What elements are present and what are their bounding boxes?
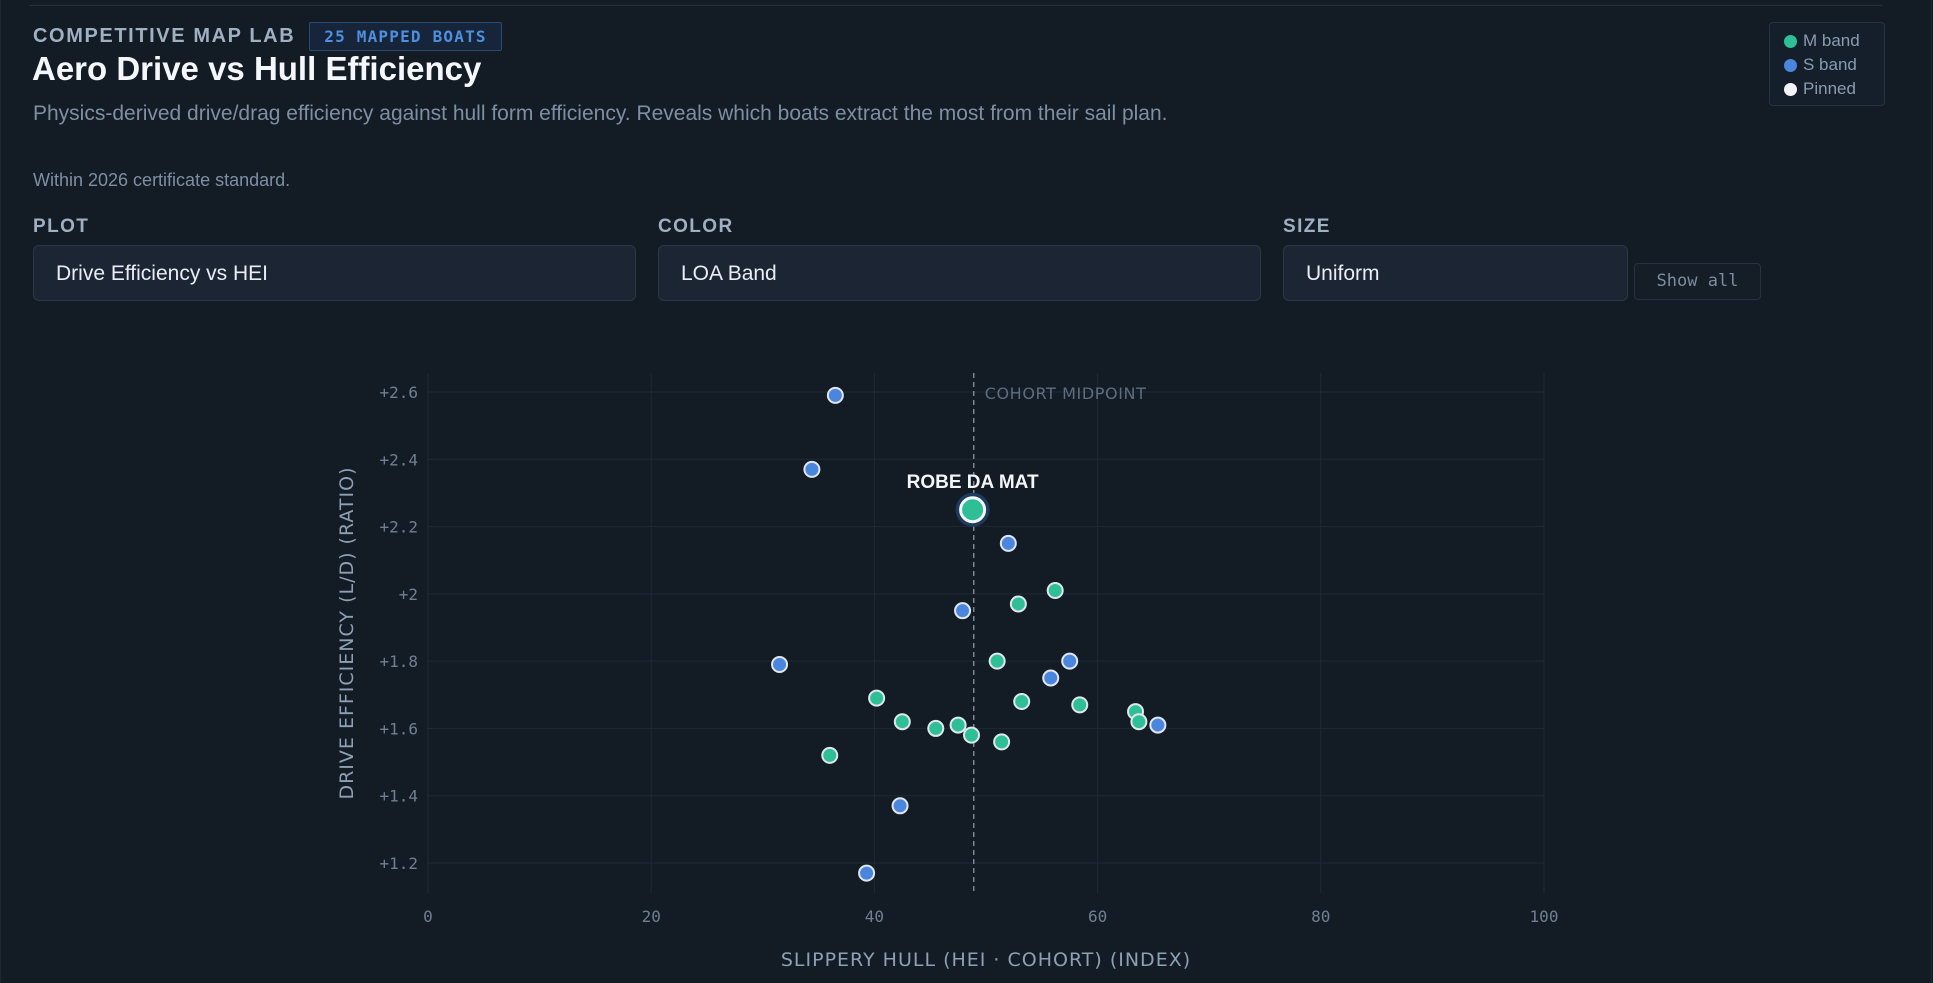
- data-point: [826, 386, 844, 404]
- x-tick-label: 80: [1311, 907, 1330, 926]
- data-point: [927, 719, 945, 737]
- data-point: [771, 656, 789, 674]
- legend-item-m-band[interactable]: M band: [1784, 29, 1884, 53]
- data-point: [962, 726, 980, 744]
- y-tick-labels: +1.2 +1.4 +1.6 +1.8 +2 +2.2 +2.4 +2.6: [379, 383, 418, 873]
- top-divider: [29, 5, 1882, 6]
- data-point: [891, 797, 909, 815]
- page-title: Aero Drive vs Hull Efficiency: [32, 50, 482, 87]
- data-point: [954, 602, 972, 620]
- y-tick-label: +1.2: [379, 854, 418, 873]
- data-point: [999, 534, 1017, 552]
- pinned-point: [959, 496, 987, 524]
- pinned-boat-label: ROBE DA MAT: [907, 472, 1039, 493]
- data-point: [1071, 696, 1089, 714]
- data-points: [771, 386, 1167, 882]
- m-band-swatch-icon: [1784, 34, 1797, 48]
- data-point: [1061, 652, 1079, 670]
- legend-item-pinned[interactable]: Pinned: [1784, 77, 1884, 101]
- size-label: SIZE: [1283, 216, 1331, 237]
- data-point: [949, 716, 967, 734]
- y-tick-label: +2.4: [379, 450, 418, 469]
- page-subtitle: Physics-derived drive/drag efficiency ag…: [33, 102, 1168, 125]
- x-axis-label: SLIPPERY HULL (HEI · COHORT) (INDEX): [781, 949, 1191, 971]
- x-tick-label: 0: [423, 907, 433, 926]
- mapped-boats-badge: 25 MAPPED BOATS: [309, 22, 502, 51]
- cohort-midpoint-label: COHORT MIDPOINT: [985, 384, 1147, 403]
- data-point: [821, 746, 839, 764]
- data-point: [1130, 713, 1148, 731]
- plot-label: PLOT: [33, 216, 90, 237]
- reference-line-group: COHORT MIDPOINT: [972, 373, 1147, 893]
- pinned-swatch-icon: [1784, 82, 1797, 96]
- section-eyebrow: COMPETITIVE MAP LAB: [33, 25, 296, 47]
- legend-label: M band: [1803, 31, 1860, 50]
- size-select[interactable]: Uniform: [1283, 245, 1628, 301]
- data-point: [803, 460, 821, 478]
- data-point: [993, 733, 1011, 751]
- y-tick-label: +2.6: [379, 383, 418, 402]
- x-tick-label: 60: [1088, 907, 1107, 926]
- data-point: [1042, 669, 1060, 687]
- certificate-note: Within 2026 certificate standard.: [33, 170, 291, 190]
- plot-select[interactable]: Drive Efficiency vs HEI: [33, 245, 636, 301]
- legend: M band S band Pinned: [1769, 22, 1885, 106]
- data-point: [858, 864, 876, 882]
- data-point: [1046, 581, 1064, 599]
- x-tick-label: 100: [1530, 907, 1559, 926]
- y-tick-label: +1.8: [379, 652, 418, 671]
- header-eyebrow-row: COMPETITIVE MAP LAB 25 MAPPED BOATS: [33, 22, 502, 51]
- y-tick-label: +1.6: [379, 719, 418, 738]
- x-tick-labels: 0 20 40 60 80 100: [423, 907, 1558, 926]
- legend-label: S band: [1803, 55, 1857, 74]
- x-tick-label: 40: [865, 907, 884, 926]
- data-point: [893, 713, 911, 731]
- data-point: [1009, 595, 1027, 613]
- show-all-button[interactable]: Show all: [1634, 263, 1761, 300]
- legend-item-s-band[interactable]: S band: [1784, 53, 1884, 77]
- data-point: [1149, 716, 1167, 734]
- y-tick-label: +1.4: [379, 787, 418, 806]
- y-axis-label: DRIVE EFFICIENCY (L/D) (RATIO): [336, 466, 358, 799]
- data-point: [988, 652, 1006, 670]
- data-point: [868, 689, 886, 707]
- data-point: [1013, 693, 1031, 711]
- s-band-swatch-icon: [1784, 58, 1797, 72]
- grid-lines: [427, 373, 1545, 893]
- x-tick-label: 20: [642, 907, 661, 926]
- color-select[interactable]: LOA Band: [658, 245, 1261, 301]
- legend-label: Pinned: [1803, 79, 1856, 98]
- y-tick-label: +2.2: [379, 518, 418, 537]
- pinned-point-group: ROBE DA MAT: [907, 472, 1039, 527]
- color-label: COLOR: [658, 216, 734, 237]
- y-tick-label: +2: [399, 585, 418, 604]
